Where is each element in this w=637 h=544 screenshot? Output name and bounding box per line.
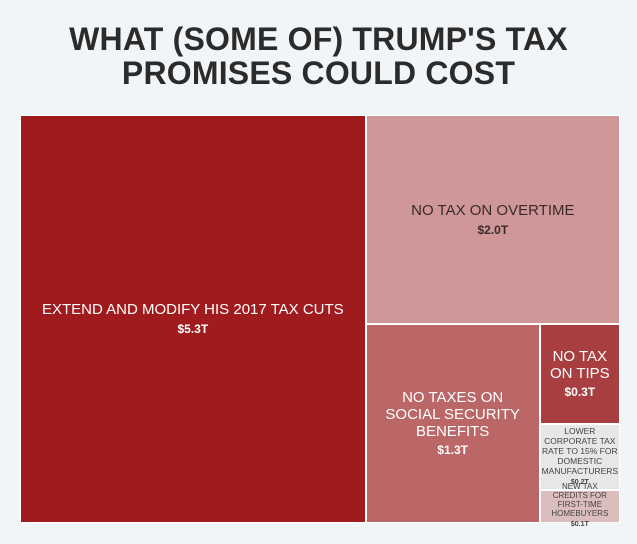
tile-value: $2.0T xyxy=(477,222,509,237)
tile-value: $0.1T xyxy=(570,521,589,529)
tile-label: NO TAX ON TIPS xyxy=(549,347,610,382)
tile-lower-corporate-tax-rate: LOWER CORPORATE TAX RATE TO 15% FOR DOME… xyxy=(539,423,620,490)
tile-value: $1.3T xyxy=(437,443,468,458)
tile-value: $5.3T xyxy=(177,322,209,336)
chart-title: WHAT (SOME OF) TRUMP'S TAX PROMISES COUL… xyxy=(69,21,568,91)
tile-new-homebuyer-tax-credits: NEW TAX CREDITS FOR FIRST-TIME HOMEBUYER… xyxy=(539,482,620,528)
tile-no-tax-on-tips: NO TAX ON TIPS $0.3T xyxy=(539,324,620,424)
tile-extend-2017-tax-cuts: EXTEND AND MODIFY HIS 2017 TAX CUTS $5.3T xyxy=(20,115,366,523)
tile-value: $0.2T xyxy=(570,478,589,486)
tile-label: NEW TAX CREDITS FOR FIRST-TIME HOMEBUYER… xyxy=(551,482,609,519)
tile-no-taxes-on-social-security: NO TAXES ON SOCIAL SECURITY BENEFITS $1.3… xyxy=(365,324,540,523)
tile-label: NO TAXES ON SOCIAL SECURITY BENEFITS xyxy=(385,389,520,441)
tile-no-tax-on-overtime: NO TAX ON OVERTIME $2.0T xyxy=(365,115,620,325)
tile-label: LOWER CORPORATE TAX RATE TO 15% FOR DOME… xyxy=(541,425,619,476)
tile-label: NO TAX ON OVERTIME xyxy=(411,201,575,219)
tile-label: EXTEND AND MODIFY HIS 2017 TAX CUTS xyxy=(41,301,344,318)
tile-value: $0.3T xyxy=(564,384,596,399)
